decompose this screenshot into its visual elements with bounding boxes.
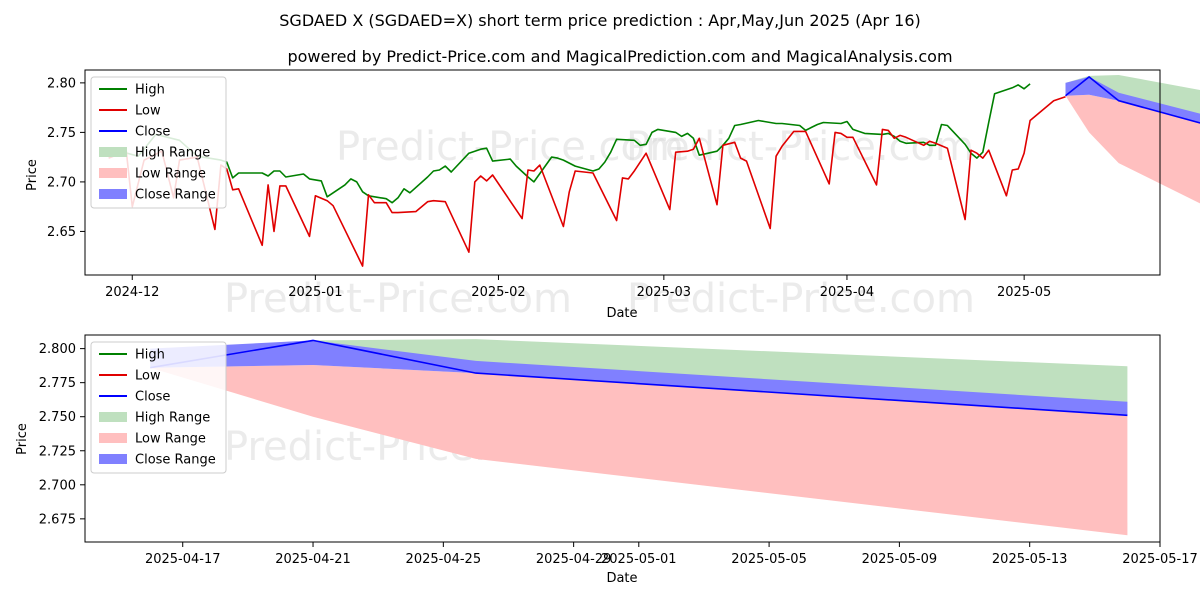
bottom-axes: 2.675 2.700 2.725 2.750 2.775 2.800 2025-04-17… — [39, 342, 1198, 567]
top-legend: High Low Close High Range Low Range Close Ran… — [90, 76, 227, 209]
bottom-x-tick-label: 2025-05-05 — [731, 552, 807, 567]
bottom-plot-frame — [84, 334, 1161, 543]
top-low-range-band — [1065, 94, 1200, 204]
top-plot-frame — [84, 69, 1161, 276]
top-x-tick-label: 2025-02 — [471, 285, 525, 300]
chart-subtitle: powered by Predict-Price.com and Magical… — [287, 47, 952, 66]
top-x-tick-label: 2025-03 — [637, 285, 691, 300]
top-legend-label-high-range: High Range — [135, 146, 210, 161]
watermark-text: Predict-Price.com — [627, 276, 975, 322]
bottom-legend-label-high-range: High Range — [135, 411, 210, 426]
bottom-x-tick-label: 2025-05-09 — [862, 552, 938, 567]
top-x-tick-label: 2024-12 — [105, 285, 159, 300]
bottom-legend: High Low Close High Range Low Range Close Ran… — [90, 341, 227, 474]
bottom-x-tick-label: 2025-04-29 — [536, 552, 612, 567]
top-low-line — [108, 95, 1066, 267]
bottom-legend-label-high: High — [135, 348, 165, 363]
bottom-x-axis-label: Date — [606, 571, 637, 586]
top-legend-label-close: Close — [135, 125, 170, 140]
top-legend-label-low-range: Low Range — [135, 167, 206, 182]
bottom-legend-label-low: Low — [135, 369, 161, 384]
bottom-y-tick-label: 2.675 — [39, 512, 76, 527]
top-x-tick-label: 2025-01 — [288, 285, 342, 300]
bottom-price-panel: Predict-Price.com Predict-Price.com 2.67… — [15, 334, 1198, 586]
top-legend-swatch-low-range — [99, 168, 127, 178]
top-legend-label-low: Low — [135, 104, 161, 119]
bottom-legend-swatch-low-range — [99, 433, 127, 443]
bottom-y-tick-label: 2.775 — [39, 376, 76, 391]
bottom-legend-swatch-close-range — [99, 454, 127, 464]
bottom-y-tick-label: 2.725 — [39, 444, 76, 459]
top-legend-swatch-close-range — [99, 189, 127, 199]
bottom-legend-label-close-range: Close Range — [135, 453, 216, 468]
bottom-x-tick-label: 2025-05-13 — [992, 552, 1068, 567]
top-x-tick-label: 2025-05 — [997, 285, 1051, 300]
bottom-x-tick-label: 2025-05-17 — [1122, 552, 1198, 567]
top-y-tick-label: 2.65 — [47, 225, 76, 240]
top-legend-label-high: High — [135, 83, 165, 98]
chart-title: SGDAED X (SGDAED=X) short term price pre… — [279, 11, 920, 30]
top-y-tick-label: 2.80 — [47, 76, 76, 91]
bottom-y-axis-label: Price — [15, 423, 30, 455]
top-y-axis-label: Price — [25, 159, 40, 191]
top-close-range-band — [1065, 76, 1200, 123]
top-y-tick-label: 2.70 — [47, 175, 76, 190]
top-legend-swatch-high-range — [99, 147, 127, 157]
bottom-close-range-band — [150, 340, 1128, 416]
bottom-x-tick-label: 2025-04-17 — [145, 552, 221, 567]
top-high-line — [108, 83, 1031, 204]
bottom-plot-marks — [150, 339, 1128, 536]
bottom-y-tick-label: 2.700 — [39, 478, 76, 493]
top-price-panel: Predict-Price.com Predict-Price.com Pred… — [25, 69, 1200, 322]
bottom-x-tick-label: 2025-05-01 — [601, 552, 677, 567]
top-watermarks: Predict-Price.com Predict-Price.com Pred… — [224, 124, 975, 322]
top-axes: 2.65 2.70 2.75 2.80 2024-12 2025-01 2025-02 202… — [47, 76, 1051, 300]
bottom-legend-label-low-range: Low Range — [135, 432, 206, 447]
bottom-x-tick-label: 2025-04-21 — [275, 552, 351, 567]
bottom-close-line — [150, 339, 1128, 417]
bottom-y-tick-label: 2.800 — [39, 342, 76, 357]
bottom-legend-label-close: Close — [135, 390, 170, 405]
top-y-tick-label: 2.75 — [47, 126, 76, 141]
bottom-y-tick-label: 2.750 — [39, 410, 76, 425]
bottom-legend-swatch-high-range — [99, 412, 127, 422]
watermark-text: Predict-Price.com — [224, 276, 572, 322]
top-legend-label-close-range: Close Range — [135, 188, 216, 203]
top-close-line — [1065, 76, 1200, 124]
bottom-x-tick-label: 2025-04-25 — [406, 552, 482, 567]
watermark-text: Predict-Price.com — [336, 124, 684, 170]
top-x-axis-label: Date — [606, 306, 637, 321]
top-x-tick-label: 2025-04 — [820, 285, 874, 300]
bottom-low-range-band — [150, 365, 1128, 536]
top-plot-marks — [108, 75, 1200, 267]
